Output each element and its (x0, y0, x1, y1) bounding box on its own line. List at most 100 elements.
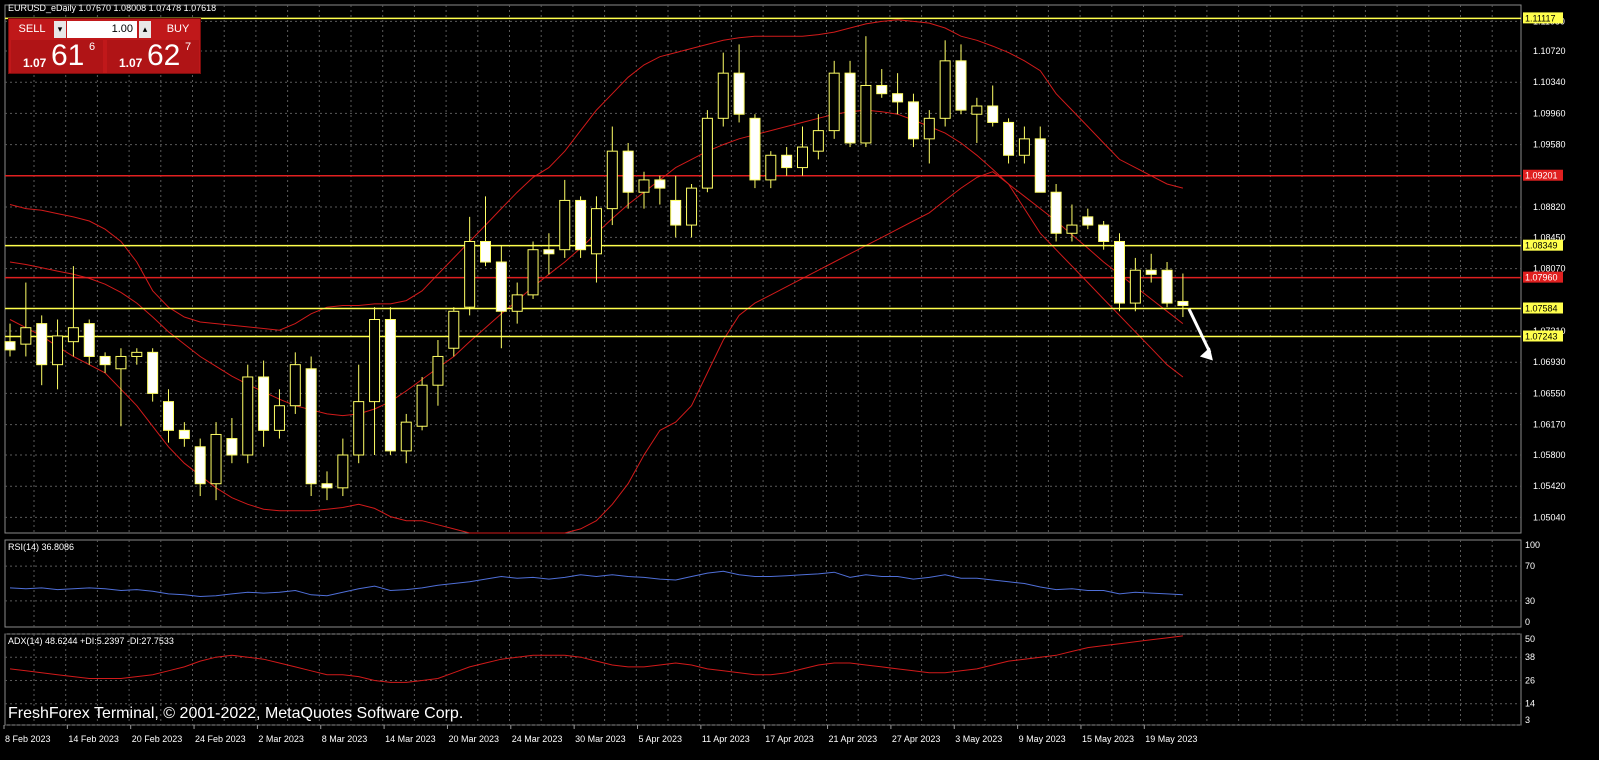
sell-button[interactable]: SELL (18, 23, 46, 35)
candle-body (321, 483, 333, 489)
candle-body (210, 433, 222, 485)
date-tick-label: 20 Feb 2023 (132, 734, 183, 744)
buy-price-button[interactable]: 1.07 62 7 (107, 39, 199, 73)
candle-body (939, 60, 951, 119)
candle-body (749, 117, 761, 181)
candle-body (543, 249, 555, 255)
price-tick-label: 1.09580 (1533, 140, 1566, 150)
date-tick-label: 8 Mar 2023 (322, 734, 368, 744)
candle-body (733, 72, 745, 115)
candle-body (717, 72, 729, 119)
lot-decrease-icon[interactable]: ▾ (54, 21, 66, 38)
sell-price-prefix: 1.07 (23, 56, 47, 70)
candle-body (226, 438, 238, 456)
candle-body (701, 117, 713, 189)
candle-body (147, 351, 159, 394)
adx-line (9, 635, 1183, 683)
candle-body (432, 355, 444, 386)
candle-body (781, 154, 793, 169)
candle-body (36, 323, 48, 366)
candle-body (812, 130, 824, 152)
price-level-tag (1523, 239, 1563, 251)
candle-body (273, 405, 285, 431)
candle-body (797, 146, 808, 169)
candle-body (99, 355, 111, 366)
candle-body (670, 199, 682, 226)
lot-increase-icon[interactable]: ▴ (139, 21, 151, 38)
rsi-tick-label: 0 (1525, 617, 1530, 627)
buy-button[interactable]: BUY (166, 23, 190, 35)
buy-price-fraction: 7 (185, 41, 192, 53)
candle-body (1177, 300, 1189, 307)
date-tick-label: 24 Feb 2023 (195, 734, 246, 744)
price-tick-label: 1.06170 (1533, 420, 1566, 430)
candle-body (369, 319, 381, 403)
candle-body (1018, 138, 1030, 156)
candle-body (765, 154, 777, 181)
candle-body (52, 335, 64, 366)
date-tick-label: 19 May 2023 (1145, 734, 1197, 744)
price-level-label: 1.08349 (1525, 241, 1558, 251)
candle-body (844, 72, 856, 144)
date-tick-label: 30 Mar 2023 (575, 734, 626, 744)
rsi-tick-label: 70 (1525, 561, 1535, 571)
rsi-title: RSI(14) 36.8086 (8, 542, 75, 552)
rsi-tick-label: 30 (1525, 596, 1535, 606)
price-level-label: 1.07243 (1525, 331, 1558, 341)
date-tick-label: 5 Apr 2023 (639, 734, 683, 744)
candle-body (1050, 191, 1062, 234)
buy-price-prefix: 1.07 (119, 56, 143, 70)
sell-price-fraction: 6 (89, 41, 96, 53)
candle-body (892, 93, 904, 103)
one-click-trading-panel: SELL ▾ 1.00 ▴ BUY 1.07 61 6 1.07 62 7 (8, 18, 201, 74)
date-tick-label: 2 Mar 2023 (258, 734, 304, 744)
candle-body (686, 187, 698, 226)
candle-body (1161, 269, 1173, 304)
candle-body (416, 384, 428, 427)
candle-body (622, 150, 634, 193)
candle-body (495, 261, 507, 312)
candle-body (258, 376, 270, 431)
candle-body (987, 105, 999, 123)
forecast-arrow-line (1187, 308, 1212, 353)
candle-body (575, 199, 587, 251)
price-level-label: 1.11117 (1525, 13, 1556, 23)
candle-body (384, 319, 396, 452)
price-tick-label: 1.05800 (1533, 450, 1566, 460)
date-tick-label: 8 Feb 2023 (5, 734, 51, 744)
adx-tick-label: 3 (1525, 715, 1530, 725)
adx-tick-label: 14 (1525, 699, 1535, 709)
candle-body (1145, 269, 1157, 275)
forecast-arrow-head (1199, 347, 1213, 361)
date-tick-label: 15 May 2023 (1082, 734, 1134, 744)
candle-body (638, 179, 650, 193)
price-tick-label: 1.08820 (1533, 202, 1566, 212)
price-level-label: 1.09201 (1525, 171, 1558, 181)
lot-size-input[interactable]: 1.00 (67, 21, 137, 38)
candle-body (480, 240, 491, 263)
date-tick-label: 17 Apr 2023 (765, 734, 814, 744)
adx-tick-label: 26 (1525, 675, 1535, 685)
candle-body (115, 355, 127, 370)
candle-body (1129, 269, 1141, 304)
sell-price-button[interactable]: 1.07 61 6 (11, 39, 103, 73)
bollinger-upper-line (9, 19, 1184, 331)
candle-body (1082, 216, 1094, 226)
candle-body (1114, 240, 1125, 304)
candle-body (559, 199, 571, 251)
candle-body (828, 72, 840, 132)
candle-body (194, 446, 206, 485)
candle-body (131, 351, 143, 357)
price-tick-label: 1.05420 (1533, 481, 1566, 491)
price-tick-label: 1.08070 (1533, 264, 1566, 274)
candle-body (1003, 121, 1015, 156)
price-tick-label: 1.10340 (1533, 77, 1566, 87)
candle-body (242, 376, 254, 456)
candle-body (606, 150, 618, 210)
date-tick-label: 3 May 2023 (955, 734, 1002, 744)
candle-body (400, 421, 412, 452)
candle-body (353, 401, 365, 456)
candle-body (448, 310, 460, 349)
candle-body (590, 208, 602, 255)
